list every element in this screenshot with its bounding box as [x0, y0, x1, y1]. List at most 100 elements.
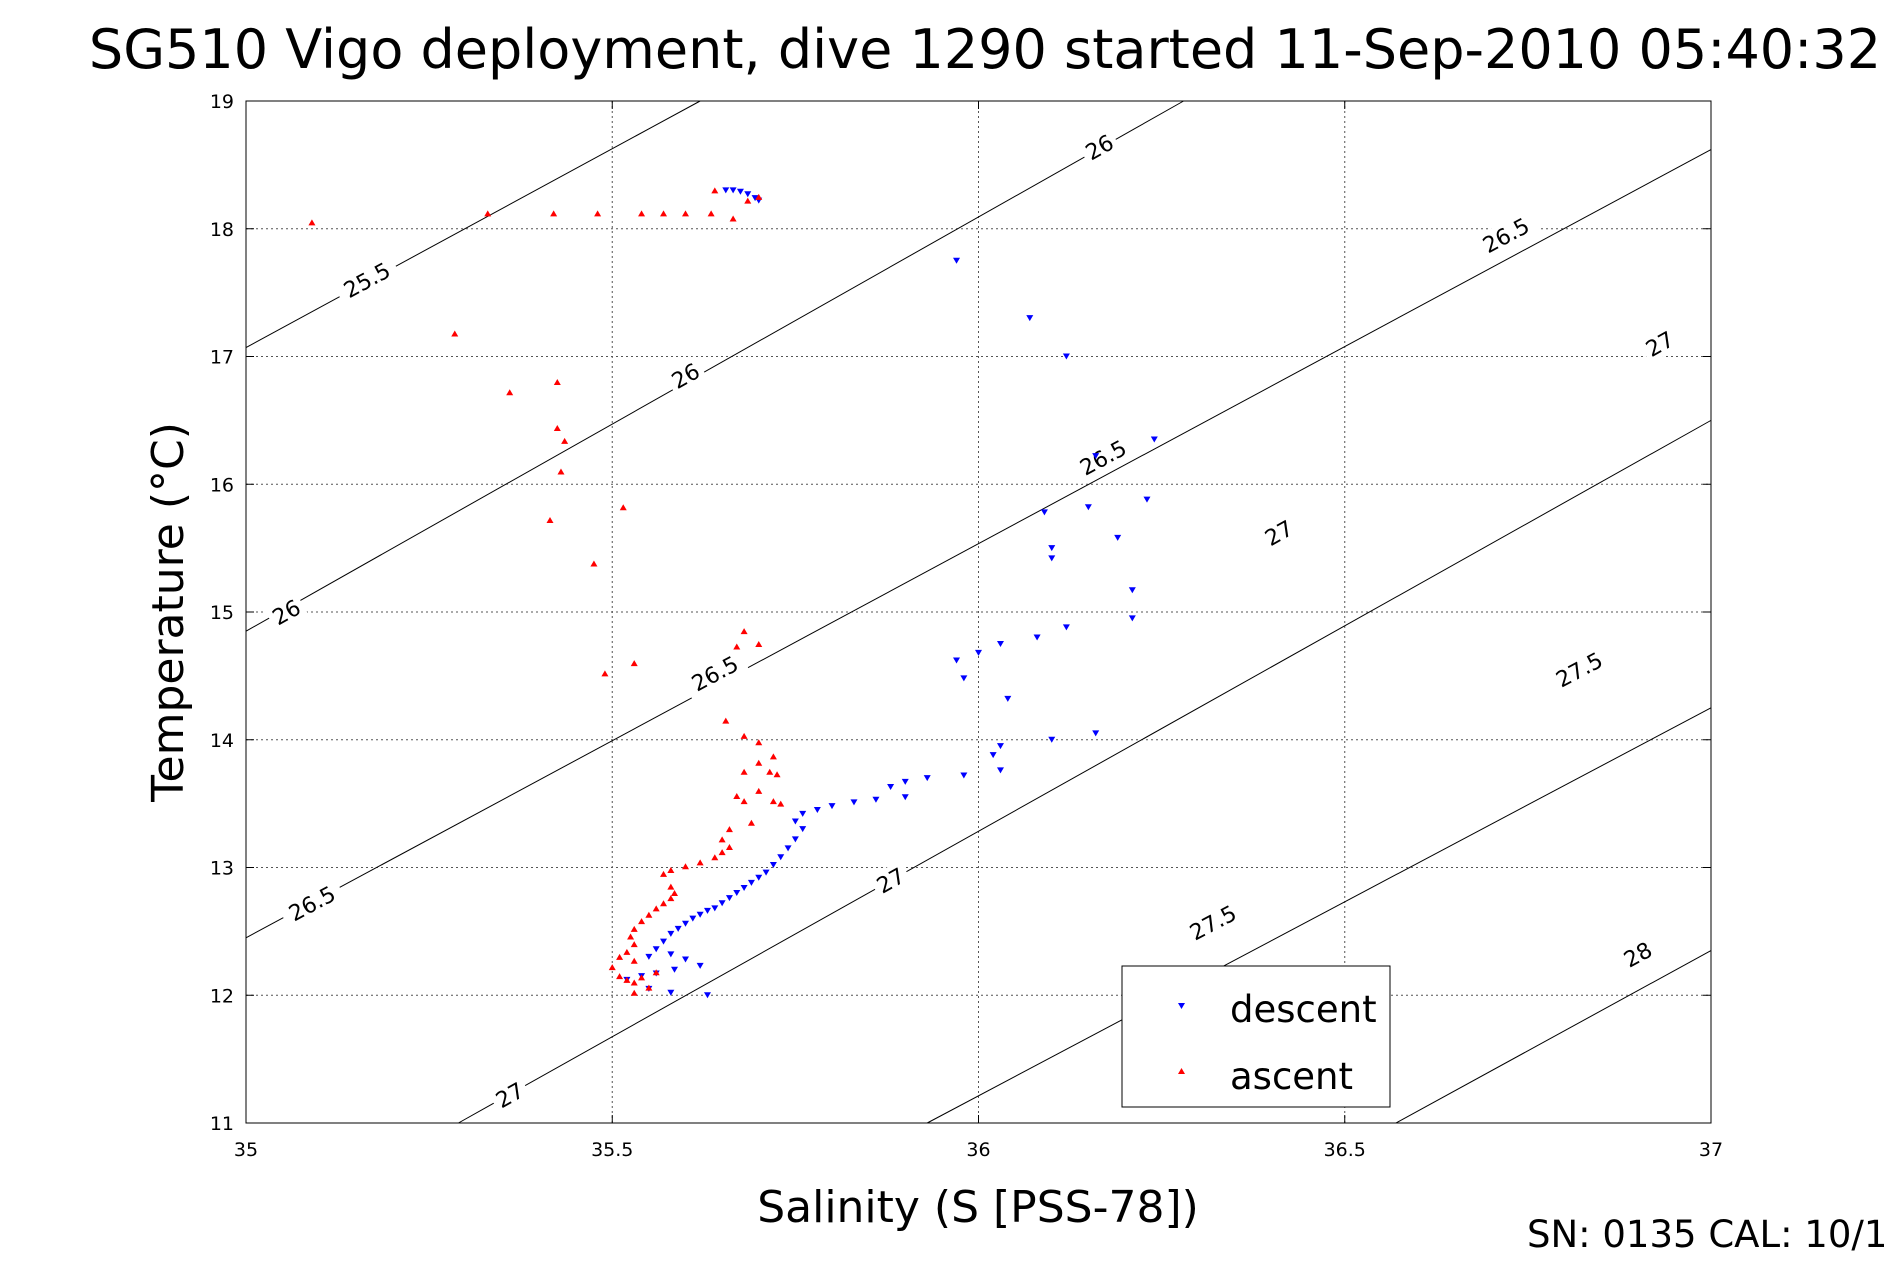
y-tick-label: 12 [210, 985, 234, 1007]
y-tick-label: 17 [210, 347, 234, 369]
ascent-point [667, 895, 675, 902]
ascent-point [550, 210, 558, 217]
ascent-point [601, 670, 609, 677]
ascent-point [729, 215, 737, 222]
ascent-point [546, 517, 554, 524]
ascent-point [733, 792, 741, 799]
descent-point [1084, 504, 1092, 511]
density-contour-line [458, 419, 1712, 1124]
ascent-point [740, 768, 748, 775]
descent-point [667, 930, 675, 937]
ascent-point [630, 941, 638, 948]
ascent-point [594, 210, 602, 217]
ascent-point [744, 197, 752, 204]
ascent-point [707, 210, 715, 217]
descent-point [1026, 315, 1034, 322]
descent-point [960, 772, 968, 779]
ascent-point [718, 849, 726, 856]
descent-point [674, 925, 682, 932]
ascent-point [722, 717, 730, 724]
ascent-point [766, 768, 774, 775]
data-points [308, 187, 1158, 999]
legend-label-ascent: ascent [1230, 1055, 1353, 1098]
ascent-point [608, 964, 616, 971]
descent-point [1128, 615, 1136, 622]
ascent-point [645, 911, 653, 918]
contour-label-background [1544, 643, 1614, 696]
grid-lines [246, 101, 1711, 1123]
ascent-point [660, 210, 668, 217]
ascent-point [652, 969, 660, 976]
ascent-point [616, 973, 624, 980]
descent-point [1062, 353, 1070, 360]
descent-point [744, 191, 752, 198]
descent-point [711, 905, 719, 912]
descent-point [733, 890, 741, 897]
contour-label-background [264, 591, 309, 633]
ascent-point [769, 798, 777, 805]
ascent-point [638, 918, 646, 925]
ascent-point [553, 379, 561, 386]
ascent-point [747, 819, 755, 826]
y-tick-label: 18 [210, 219, 234, 241]
y-tick-label: 16 [210, 474, 234, 496]
legend: descent ascent [1121, 965, 1391, 1108]
y-tick-label: 13 [210, 858, 234, 880]
descent-point [923, 775, 931, 782]
legend-marker-ascent [1178, 1068, 1185, 1074]
descent-point [667, 989, 675, 996]
y-axis-label: Temperature (°C) [143, 422, 194, 803]
ascent-point [667, 867, 675, 874]
ascent-point [616, 953, 624, 960]
chart-title: SG510 Vigo deployment, dive 1290 started… [89, 18, 1881, 81]
descent-point [791, 818, 799, 825]
ascent-point [711, 187, 719, 194]
y-tick-label: 19 [210, 91, 234, 113]
descent-point [747, 879, 755, 886]
ascent-point [630, 957, 638, 964]
density-contour-line [245, 100, 701, 348]
ascent-point [773, 771, 781, 778]
y-tick-label: 11 [210, 1113, 234, 1135]
legend-marker-descent [1178, 1003, 1185, 1009]
descent-point [1048, 555, 1056, 562]
descent-point [799, 826, 807, 833]
descent-point [696, 962, 704, 969]
descent-point [953, 657, 961, 664]
contour-label-background [663, 355, 708, 396]
descent-point [901, 794, 909, 801]
descent-point [1004, 695, 1012, 702]
descent-point [1048, 545, 1056, 552]
descent-point [996, 767, 1004, 774]
contour-label-background [487, 1074, 532, 1116]
ascent-point [740, 628, 748, 635]
ascent-point [725, 844, 733, 851]
descent-point [791, 836, 799, 843]
ascent-point [682, 863, 689, 870]
descent-point [953, 257, 961, 264]
descent-point [975, 649, 982, 656]
descent-point [960, 675, 968, 682]
x-tick-label: 36.5 [1324, 1139, 1366, 1161]
ascent-point [755, 759, 763, 766]
descent-point [703, 907, 711, 914]
descent-point [703, 992, 711, 999]
descent-point [989, 752, 997, 759]
descent-point [828, 803, 836, 810]
legend-box [1121, 965, 1391, 1108]
ascent-point [638, 210, 646, 217]
ascent-point [740, 732, 748, 739]
ascent-point [755, 787, 763, 794]
ascent-point [718, 836, 726, 843]
ascent-point [711, 854, 719, 861]
ascent-point [755, 193, 763, 200]
descent-point [755, 874, 763, 881]
ascent-point [755, 640, 763, 647]
density-contour-line [245, 100, 1184, 632]
contour-label-background [1471, 208, 1541, 262]
ascent-point [733, 643, 741, 650]
contour-label-background [277, 876, 347, 930]
descent-point [784, 845, 792, 852]
descent-point [1128, 587, 1136, 594]
ascent-point [553, 425, 561, 432]
